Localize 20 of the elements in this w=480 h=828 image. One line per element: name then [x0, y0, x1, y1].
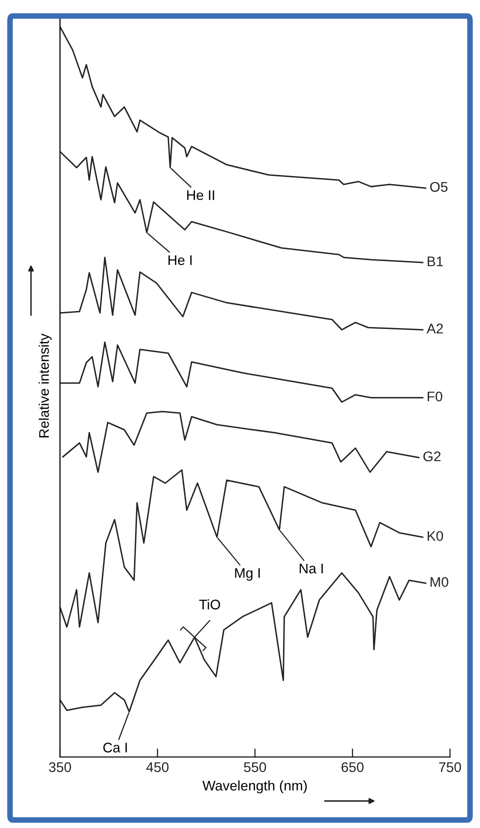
series-label: O5 — [430, 182, 448, 192]
series-label: M0 — [430, 577, 448, 587]
x-tick-label: 750 — [439, 762, 462, 772]
series-label: F0 — [428, 392, 442, 402]
annotation: Ca I — [103, 742, 127, 752]
x-tick-label: 350 — [48, 762, 72, 772]
annotation: He II — [187, 190, 214, 200]
annotation: Mg I — [235, 568, 260, 581]
annotation: He I — [168, 255, 192, 266]
x-tick-label: 550 — [244, 762, 266, 772]
x-tick-label: 650 — [342, 762, 364, 772]
x-tick-label: 450 — [146, 762, 169, 772]
annotation: Na I — [300, 564, 323, 574]
series-label: A2 — [426, 324, 443, 334]
x-axis-title: Wavelength (nm) — [202, 780, 307, 794]
series-label: K0 — [428, 531, 444, 541]
annotation: TiO — [199, 599, 220, 610]
series-label: G2 — [423, 451, 441, 462]
y-axis-title: Relative intensity — [38, 334, 52, 438]
series-label: B1 — [428, 256, 443, 266]
